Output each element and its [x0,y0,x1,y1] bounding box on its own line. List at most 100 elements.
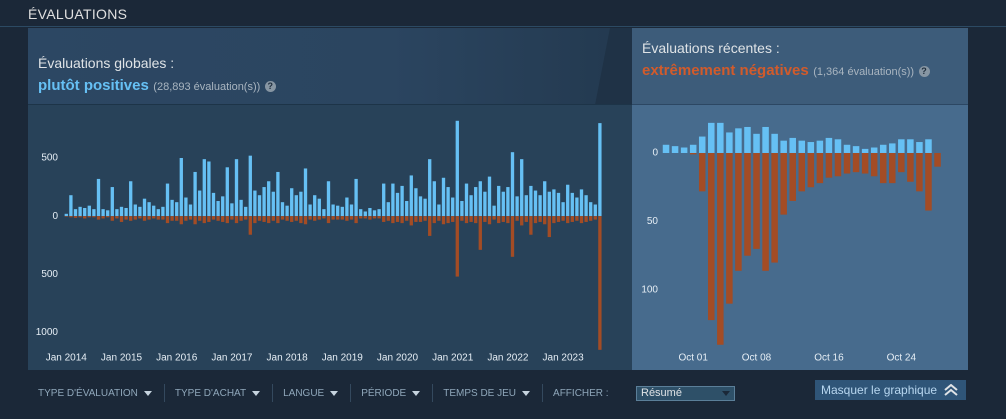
overall-chart: 500 0 500 1000 Jan 2014 Jan 2015 Jan 2016 Jan 2… [36,120,602,364]
bar [762,126,769,153]
recent-label: Évaluations récentes : [642,40,780,56]
bar [506,187,510,217]
bar [276,216,280,224]
filter[interactable]: LANGUE [273,384,352,402]
x-tick-label: Jan 2021 [432,353,474,364]
bar [510,152,515,217]
bar [561,216,565,221]
recent-summary: Évaluations récentes : extrêmement négat… [632,28,968,104]
bar [64,213,68,217]
bar [124,216,128,220]
bar [299,216,303,224]
y-tick-label: 500 [41,269,58,280]
bar [515,196,519,217]
bar [916,152,923,192]
display-select[interactable]: Résumé [636,386,735,401]
bar [193,216,197,225]
filter[interactable]: TYPE D'ACHAT [165,384,274,402]
bar [368,207,372,217]
bar [441,177,446,217]
bar [133,216,137,220]
bar [207,216,211,222]
bar [73,216,78,218]
filter-label: TEMPS DE JEU [443,387,517,399]
bar [432,181,436,217]
bar [110,216,114,221]
bar [230,203,234,217]
bar [889,152,896,184]
bar [165,183,170,217]
y-tick-label: 1000 [36,327,59,338]
bar [331,216,335,220]
recent-rating: extrêmement négatives [642,62,809,79]
bar [115,216,119,219]
bar [487,176,492,217]
recent-line: extrêmement négatives (1,364 évaluation(… [642,62,962,80]
hide-graph-button[interactable]: Masquer le graphique [815,380,966,400]
bar [414,188,418,217]
bar [671,146,679,153]
filter[interactable]: TYPE D'ÉVALUATION [28,384,165,402]
bar [248,216,252,235]
bar [735,152,742,271]
bar [566,184,570,217]
bar [225,216,229,224]
bar [432,216,436,224]
bar [244,216,248,220]
bar [446,216,450,224]
bar [308,204,312,217]
help-icon[interactable]: ? [264,81,276,92]
bar [593,216,597,220]
bar [386,202,390,217]
bar [789,152,796,201]
bar [377,216,381,219]
bar [322,216,326,219]
filter[interactable]: TEMPS DE JEU [433,384,544,402]
bar [78,206,82,217]
bar [175,202,179,217]
dropdown-arrow [412,390,421,396]
bar [253,190,257,217]
bar [726,152,733,304]
bar [698,152,706,192]
bar [285,205,289,217]
bar [336,216,340,220]
bar [313,216,317,221]
bar [816,152,824,184]
bar [313,195,317,217]
bar [816,140,824,153]
x-tick-label: Jan 2018 [267,353,309,364]
help-icon[interactable]: ? [918,66,930,77]
bar [170,216,174,221]
bar [547,216,551,238]
section-title: ÉVALUATIONS [28,6,128,22]
bar [87,205,91,217]
bar [423,198,427,217]
collapse-icon [944,384,958,396]
bar [299,191,303,217]
bar [253,216,257,224]
bar [326,181,331,217]
bar [762,152,769,271]
filter[interactable]: PÉRIODE [351,384,434,402]
bar [464,216,469,224]
bar [483,191,487,217]
bar [437,216,441,221]
bar [138,216,142,219]
bar [501,216,505,222]
bar [529,185,533,217]
bar [501,191,505,217]
bar [753,133,760,153]
bar [807,152,815,188]
bar [221,196,225,217]
bar [409,175,413,217]
bar [216,216,220,221]
bar [556,192,561,217]
bar [478,216,482,250]
bar [593,204,597,217]
bar [294,216,298,221]
bar [83,207,87,217]
bar [156,216,160,220]
display-text: AFFICHER : [553,387,609,399]
bar [409,216,413,226]
